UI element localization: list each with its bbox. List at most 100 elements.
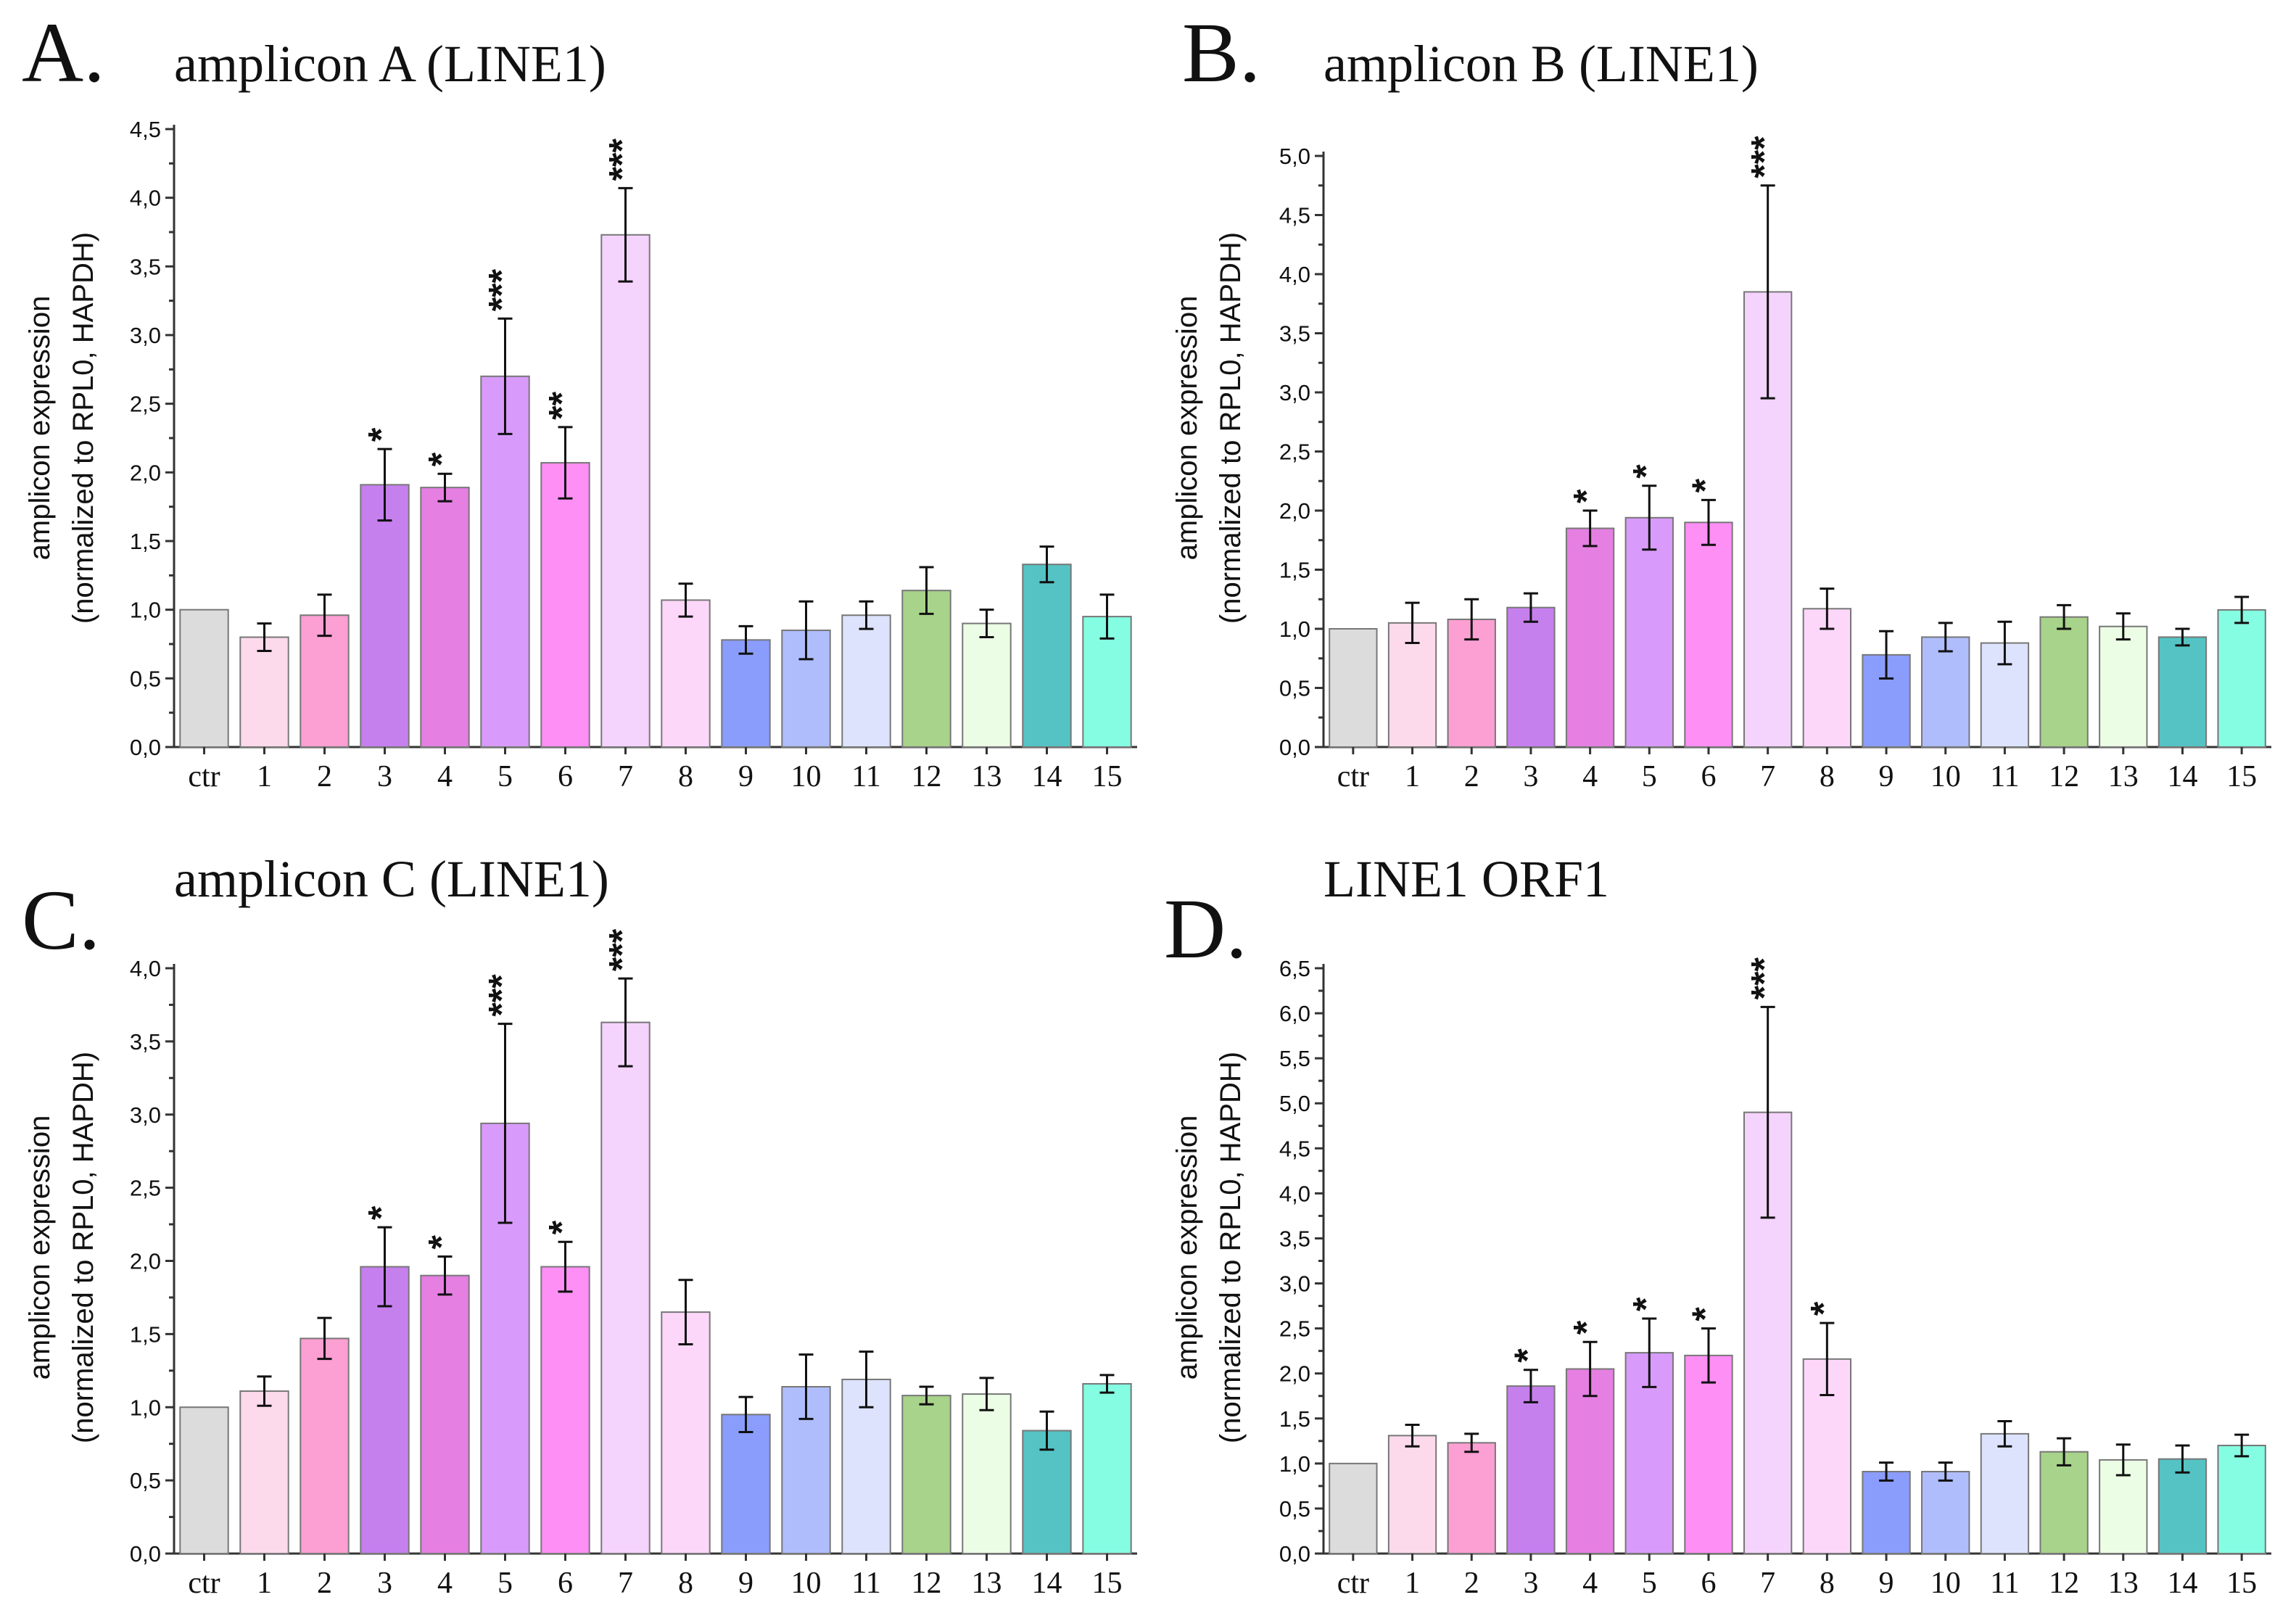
y-tick-label-d: 3,5 bbox=[1279, 1226, 1310, 1251]
significance-marker-d-3: * bbox=[1507, 1348, 1548, 1363]
category-label-a: 14 bbox=[1032, 760, 1062, 793]
panel-c: C. amplicon C (LINE1) amplicon expressio… bbox=[22, 850, 1137, 1600]
y-tick-label-b: 1,0 bbox=[1279, 616, 1310, 642]
bar-a-11 bbox=[841, 614, 891, 748]
significance-marker-b-5: * bbox=[1625, 464, 1666, 479]
category-label-b: 4 bbox=[1582, 760, 1598, 793]
y-tick-label-a: 0,0 bbox=[130, 735, 161, 760]
category-label-c: 1 bbox=[257, 1567, 272, 1600]
y-axis-label-b-line2: (normalized to RPL0, HAPDH) bbox=[1215, 232, 1247, 624]
category-label-c: 3 bbox=[377, 1567, 392, 1600]
category-label-a: 10 bbox=[791, 760, 822, 793]
bar-a-13 bbox=[962, 622, 1012, 748]
category-label-b: 3 bbox=[1523, 760, 1538, 793]
bar-c-1 bbox=[239, 1390, 289, 1554]
category-label-b: 5 bbox=[1642, 760, 1657, 793]
y-tick-label-a: 4,5 bbox=[130, 117, 161, 142]
significance-marker-a-4: * bbox=[421, 452, 462, 466]
y-tick-label-b: 3,5 bbox=[1279, 321, 1310, 347]
panel-letter-a: A. bbox=[22, 5, 105, 100]
panel-b: B. amplicon B (LINE1) amplicon expressio… bbox=[1171, 5, 2271, 793]
category-label-d: 7 bbox=[1760, 1567, 1775, 1600]
significance-marker-c-5: *** bbox=[482, 974, 522, 1017]
panel-title-c: amplicon C (LINE1) bbox=[174, 850, 609, 908]
category-label-a: 9 bbox=[738, 760, 753, 793]
category-label-d: 12 bbox=[2049, 1567, 2079, 1600]
category-label-a: ctr bbox=[188, 760, 220, 793]
y-tick-label-b: 0,0 bbox=[1279, 735, 1310, 760]
y-tick-label-a: 2,5 bbox=[130, 392, 161, 417]
bar-a-4 bbox=[420, 487, 470, 748]
category-label-c: 5 bbox=[497, 1567, 513, 1600]
category-label-d: 14 bbox=[2167, 1567, 2197, 1600]
category-label-c: 15 bbox=[1092, 1567, 1123, 1600]
significance-marker-d-5: * bbox=[1625, 1297, 1666, 1311]
bar-c-9 bbox=[721, 1414, 771, 1555]
bar-a-8 bbox=[661, 599, 711, 748]
category-label-b: 14 bbox=[2167, 760, 2197, 793]
category-label-a: 15 bbox=[1092, 760, 1123, 793]
bar-b-10 bbox=[1921, 636, 1970, 748]
bar-a-ctr bbox=[179, 609, 229, 748]
category-label-d: 6 bbox=[1701, 1567, 1716, 1600]
y-tick-label-c: 0,5 bbox=[130, 1468, 161, 1493]
y-axis-label-d-line2: (normalized to RPL0, HAPDH) bbox=[1215, 1052, 1247, 1443]
category-label-b: 8 bbox=[1820, 760, 1835, 793]
significance-marker-d-8: * bbox=[1803, 1301, 1843, 1316]
category-label-d: 5 bbox=[1642, 1567, 1657, 1600]
category-label-a: 12 bbox=[912, 760, 942, 793]
category-label-b: ctr bbox=[1337, 760, 1369, 793]
bar-b-6 bbox=[1684, 521, 1733, 748]
y-tick-label-a: 0,5 bbox=[130, 666, 161, 691]
category-label-d: 2 bbox=[1464, 1567, 1479, 1600]
y-tick-label-b: 2,0 bbox=[1279, 498, 1310, 524]
bar-d-ctr bbox=[1329, 1462, 1378, 1555]
bar-b-3 bbox=[1506, 606, 1556, 748]
y-tick-label-b: 2,5 bbox=[1279, 440, 1310, 465]
category-label-d: 10 bbox=[1930, 1567, 1961, 1600]
category-label-a: 11 bbox=[851, 760, 880, 793]
significance-marker-c-6: * bbox=[542, 1220, 582, 1234]
category-label-a: 6 bbox=[558, 760, 573, 793]
panel-a: A. amplicon A (LINE1) amplicon expressio… bbox=[22, 5, 1137, 793]
category-label-b: 13 bbox=[2108, 760, 2139, 793]
bar-d-1 bbox=[1387, 1435, 1437, 1555]
y-tick-label-d: 0,5 bbox=[1279, 1496, 1310, 1522]
significance-marker-d-6: * bbox=[1685, 1307, 1725, 1321]
bar-c-ctr bbox=[179, 1406, 229, 1554]
bar-b-ctr bbox=[1329, 628, 1378, 748]
y-tick-label-d: 2,0 bbox=[1279, 1361, 1310, 1387]
category-label-d: 9 bbox=[1879, 1567, 1894, 1600]
y-tick-label-c: 0,0 bbox=[130, 1541, 161, 1567]
y-axis-label-a-line1: amplicon expression bbox=[24, 296, 56, 561]
category-label-d: 3 bbox=[1523, 1567, 1538, 1600]
y-axis-label-a-line2: (normalized to RPL0, HAPDH) bbox=[67, 232, 99, 624]
category-label-a: 13 bbox=[972, 760, 1002, 793]
bar-c-11 bbox=[841, 1378, 891, 1554]
category-label-b: 6 bbox=[1701, 760, 1716, 793]
y-tick-label-d: 3,0 bbox=[1279, 1271, 1310, 1297]
y-tick-label-c: 2,5 bbox=[130, 1176, 161, 1201]
bar-d-10 bbox=[1921, 1471, 1970, 1555]
bar-d-15 bbox=[2217, 1445, 2266, 1554]
category-label-c: 4 bbox=[437, 1567, 453, 1600]
significance-marker-b-6: * bbox=[1685, 478, 1725, 492]
y-tick-label-c: 3,0 bbox=[130, 1102, 161, 1128]
category-label-d: 1 bbox=[1405, 1567, 1420, 1600]
y-tick-label-a: 3,0 bbox=[130, 323, 161, 348]
y-tick-label-d: 0,0 bbox=[1279, 1541, 1310, 1567]
y-tick-label-b: 4,5 bbox=[1279, 203, 1310, 228]
y-tick-label-d: 4,5 bbox=[1279, 1136, 1310, 1161]
bar-a-7 bbox=[600, 234, 651, 748]
significance-marker-c-4: * bbox=[421, 1234, 462, 1249]
bar-d-4 bbox=[1565, 1368, 1615, 1554]
significance-marker-c-7: *** bbox=[602, 928, 643, 971]
y-tick-label-a: 1,5 bbox=[130, 529, 161, 554]
y-tick-label-c: 1,5 bbox=[130, 1321, 161, 1347]
category-label-c: 13 bbox=[972, 1567, 1002, 1600]
significance-marker-c-3: * bbox=[361, 1205, 402, 1220]
bar-a-12 bbox=[901, 590, 951, 748]
significance-marker-b-7: *** bbox=[1744, 136, 1785, 178]
